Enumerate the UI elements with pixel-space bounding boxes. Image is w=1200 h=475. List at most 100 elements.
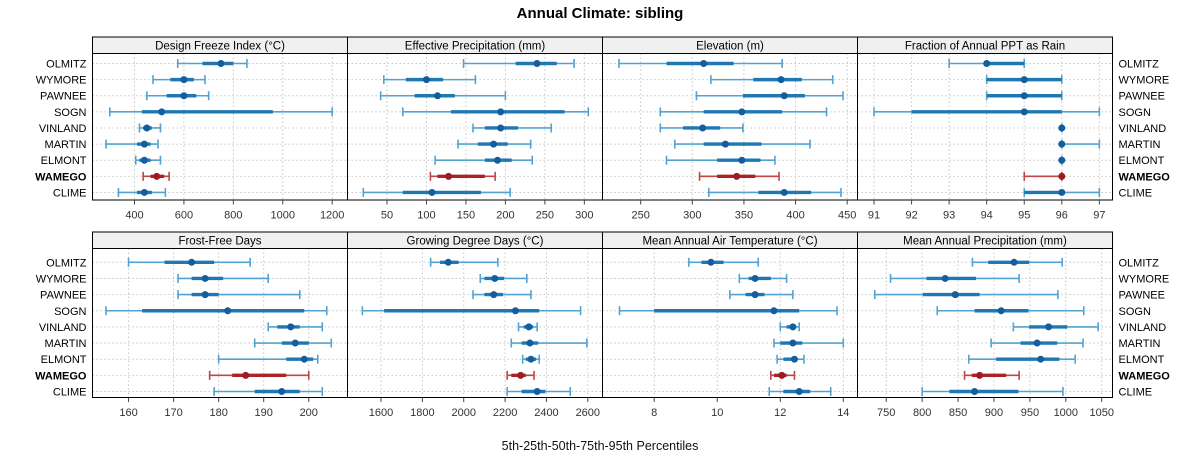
median-dot	[795, 388, 803, 395]
x-tick-label: 97	[1093, 210, 1105, 222]
median-dot	[445, 172, 453, 180]
interval-olmitz	[462, 59, 575, 68]
interval-olmitz	[429, 257, 499, 267]
median-dot	[971, 388, 979, 395]
median-dot	[278, 388, 286, 395]
interval-pawnee	[379, 91, 507, 101]
x-tick-label: 250	[536, 210, 554, 222]
interval-elmont	[521, 354, 541, 364]
panel-strip	[857, 36, 1113, 54]
x-tick-label: 2200	[493, 407, 517, 419]
median-dot	[511, 307, 519, 315]
x-tick-label: 14	[837, 407, 849, 419]
median-dot	[976, 371, 984, 379]
interval-olmitz	[127, 257, 251, 267]
median-dot	[497, 124, 505, 132]
interval-martin	[673, 139, 811, 149]
panel-1: 50 100 150 200 250 300 Effective Precipitation…	[347, 36, 603, 222]
x-tick-label: 1600	[369, 407, 393, 419]
panel-6: 8 10 12 14 Mean Annual Air Temperature (°C)	[602, 231, 858, 419]
site-label-left: OLMITZ	[46, 59, 87, 71]
interval-martin	[990, 338, 1084, 348]
site-label-right: OLMITZ	[1119, 59, 1160, 71]
interval-pawnee	[146, 91, 210, 101]
x-tick-label: 400	[786, 210, 804, 222]
x-tick-label: 91	[868, 210, 880, 222]
median-dot	[777, 76, 785, 84]
interval-vinland	[1058, 123, 1066, 133]
median-dot	[180, 76, 188, 84]
median-dot	[1033, 339, 1041, 347]
median-dot	[1058, 140, 1066, 148]
figure-title: Annual Climate: sibling	[516, 5, 684, 22]
x-tick-label: 50	[381, 210, 393, 222]
median-dot	[721, 140, 729, 148]
median-dot	[707, 258, 715, 266]
median-dot	[789, 323, 797, 331]
median-dot	[201, 291, 209, 299]
interval-wamego	[506, 370, 535, 380]
median-dot	[1020, 76, 1028, 84]
median-dot	[699, 124, 707, 132]
interval-martin	[1058, 139, 1101, 149]
interval-elmont	[776, 354, 805, 364]
median-dot	[951, 291, 959, 299]
median-dot	[751, 291, 759, 299]
site-label-left: PAWNEE	[40, 91, 86, 103]
interval-elmont	[434, 155, 534, 165]
median-dot	[1045, 323, 1053, 331]
interval-clime	[213, 387, 324, 396]
interval-clime	[921, 387, 1064, 396]
panel-background	[92, 248, 348, 398]
interval-clime	[362, 187, 511, 197]
interval-vinland	[472, 123, 552, 133]
interval-pawnee	[729, 290, 794, 300]
median-dot	[422, 76, 430, 84]
median-dot	[490, 140, 498, 148]
site-label-right: WAMEGO	[1119, 370, 1171, 382]
interval-vinland	[1012, 322, 1099, 332]
x-tick-label: 250	[632, 210, 650, 222]
median-dot	[287, 323, 295, 331]
site-label-right: PAWNEE	[1119, 91, 1165, 103]
median-dot	[180, 92, 188, 100]
median-dot	[733, 172, 741, 180]
interval-sogn	[659, 107, 828, 117]
x-tick-label: 750	[877, 407, 895, 419]
interval-pawnee	[695, 91, 844, 101]
x-tick-label: 450	[838, 210, 856, 222]
site-label-left: SOGN	[54, 107, 86, 119]
panel-title: Effective Precipitation (mm)	[405, 40, 546, 52]
median-dot	[140, 140, 148, 148]
interval-olmitz	[971, 257, 1064, 267]
x-tick-label: 200	[300, 407, 318, 419]
x-tick-label: 170	[164, 407, 182, 419]
site-label-left: WYMORE	[36, 273, 87, 285]
panel-title: Elevation (m)	[696, 40, 764, 52]
median-dot	[751, 274, 759, 282]
median-dot	[525, 323, 533, 331]
median-dot	[1058, 188, 1066, 196]
median-dot	[242, 371, 250, 379]
interval-martin	[773, 338, 845, 348]
panel-background	[857, 248, 1113, 398]
site-label-left: MARTIN	[45, 139, 87, 151]
site-label-left: VINLAND	[39, 123, 87, 135]
median-dot	[526, 339, 534, 347]
panel-title: Design Freeze Index (°C)	[155, 40, 285, 52]
x-tick-label: 1000	[1054, 407, 1078, 419]
interval-wamego	[963, 370, 1020, 380]
median-dot	[217, 60, 225, 67]
x-tick-label: 160	[119, 407, 137, 419]
panel-background	[92, 53, 348, 200]
interval-sogn	[105, 306, 328, 316]
interval-pawnee	[873, 290, 1059, 300]
median-dot	[140, 188, 148, 196]
x-tick-label: 1800	[410, 407, 434, 419]
x-tick-label: 190	[255, 407, 273, 419]
interval-sogn	[618, 306, 838, 316]
site-label-right: SOGN	[1119, 107, 1151, 119]
site-label-left: ELMONT	[41, 155, 87, 167]
